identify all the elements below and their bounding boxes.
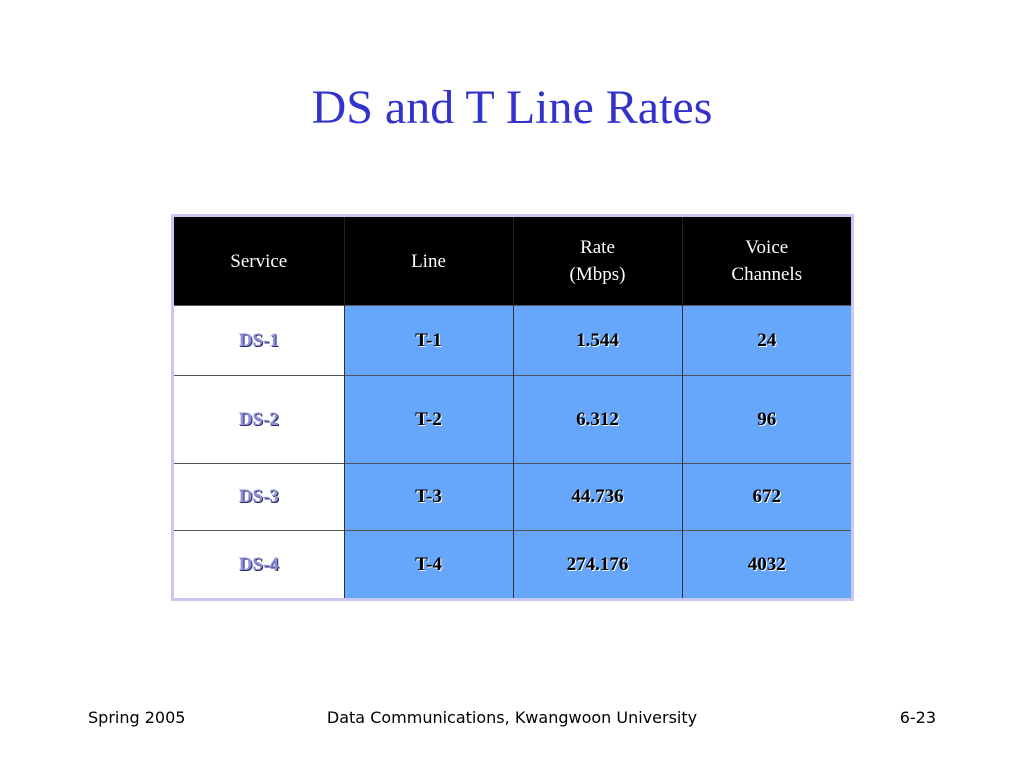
header-rate-label: Rate bbox=[580, 237, 615, 258]
cell-service: DS-3 bbox=[174, 463, 344, 531]
cell-voice-channels: 672 bbox=[681, 463, 851, 531]
cell-rate: 1.544 bbox=[512, 304, 682, 376]
footer-page-number: 6-23 bbox=[899, 708, 936, 727]
cell-voice-channels: 96 bbox=[681, 375, 851, 464]
table-row: DS-4 T-4 274.176 4032 bbox=[174, 530, 851, 598]
cell-line: T-2 bbox=[343, 375, 513, 464]
table-header-row: Service Line Rate (Mbps) Voice Channels bbox=[174, 217, 851, 306]
cell-service: DS-2 bbox=[174, 375, 344, 464]
table-row: DS-1 T-1 1.544 24 bbox=[174, 304, 851, 376]
header-rate-unit: (Mbps) bbox=[569, 264, 626, 285]
cell-line: T-1 bbox=[343, 304, 513, 376]
slide-title: DS and T Line Rates bbox=[311, 81, 713, 134]
footer-left: Spring 2005 bbox=[88, 708, 186, 727]
cell-rate: 274.176 bbox=[512, 530, 682, 598]
header-voice-label: Voice bbox=[745, 237, 789, 258]
cell-service: DS-1 bbox=[174, 304, 344, 376]
header-service: Service bbox=[174, 217, 344, 306]
header-voice-channels: Voice Channels bbox=[681, 217, 851, 306]
cell-line: T-3 bbox=[343, 463, 513, 531]
cell-voice-channels: 24 bbox=[681, 304, 851, 376]
cell-rate: 44.736 bbox=[512, 463, 682, 531]
cell-line: T-4 bbox=[343, 530, 513, 598]
header-line: Line bbox=[343, 217, 513, 306]
header-channels-label: Channels bbox=[731, 264, 803, 285]
rates-table-frame: Service Line Rate (Mbps) Voice Channels … bbox=[171, 214, 854, 601]
cell-rate: 6.312 bbox=[512, 375, 682, 464]
table-row: DS-2 T-2 6.312 96 bbox=[174, 375, 851, 464]
footer-center: Data Communications, Kwangwoon Universit… bbox=[326, 708, 698, 727]
rates-table: Service Line Rate (Mbps) Voice Channels … bbox=[174, 217, 851, 598]
cell-service: DS-4 bbox=[174, 530, 344, 598]
table-row: DS-3 T-3 44.736 672 bbox=[174, 463, 851, 531]
header-rate: Rate (Mbps) bbox=[512, 217, 682, 306]
cell-voice-channels: 4032 bbox=[681, 530, 851, 598]
